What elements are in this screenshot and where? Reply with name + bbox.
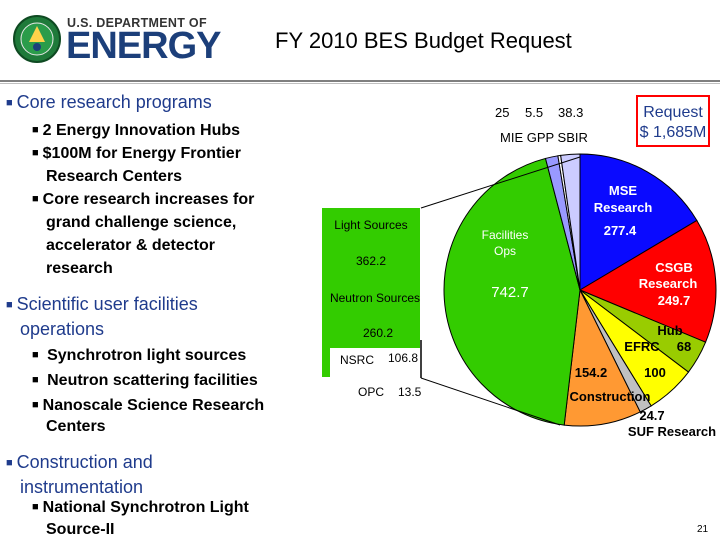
nsrc-name-label: NSRC — [340, 353, 374, 367]
header-divider-thin — [0, 83, 720, 84]
request-box — [636, 95, 710, 147]
sub-bullet: ■ Synchrotron light sources — [32, 347, 247, 364]
doe-logo: U.S. DEPARTMENT OF ENERGY — [12, 14, 221, 67]
light-sources-value-label: 362.2 — [356, 254, 386, 268]
csgb-value-label: 249.7 — [658, 293, 691, 308]
mse-name-label: MSE — [609, 183, 638, 198]
pie-slice-construction — [563, 288, 641, 427]
suf-value-label: 24.7 — [639, 408, 664, 423]
request-label: Request — [643, 104, 703, 121]
hub-value-label: 68 — [677, 339, 691, 354]
mse-value-label: 277.4 — [604, 223, 637, 238]
sub-bullet-cont: accelerator & detector — [46, 237, 215, 254]
bullet-square-icon: ■ — [6, 97, 13, 109]
mse-name-label: Research — [594, 200, 653, 215]
csgb-name-label: Research — [639, 276, 698, 291]
bullet-construction: ■ Construction and instrumentation — [6, 452, 153, 497]
sub-bullet: ■ Nanoscale Science Research — [32, 397, 265, 414]
sub-bullet-cont: Centers — [46, 418, 106, 435]
top-row-names-label: MIE GPP SBIR — [500, 130, 588, 145]
gpp-value-label: 5.5 — [525, 105, 543, 120]
page-number: 21 — [697, 524, 709, 535]
construction-name-label: Construction — [570, 389, 651, 404]
facilities-value-label: 742.7 — [491, 284, 529, 301]
neutron-sources-name-label: Neutron Sources — [330, 291, 420, 305]
pie-slice-sbir — [560, 153, 581, 291]
sbir-value-label: 38.3 — [558, 105, 583, 120]
hub-name-label: Hub — [657, 323, 682, 338]
sub-bullet: ■ National Synchrotron Light — [32, 499, 249, 516]
sub-bullet-list-facilities: ■ Synchrotron light sources ■ Neutron sc… — [32, 343, 264, 439]
page-title: FY 2010 BES Budget Request — [275, 28, 572, 53]
bullet-core-research: ■ Core research programs — [6, 92, 212, 112]
opc-value-label: 13.5 — [398, 385, 422, 399]
pie-slice-csgb-research — [578, 219, 717, 343]
sub-bullet: ■ 2 Energy Innovation Hubs — [32, 122, 241, 139]
connector-line — [420, 377, 561, 426]
sub-bullet-cont: Research Centers — [46, 168, 183, 185]
light-sources-name-label: Light Sources — [334, 218, 407, 232]
efrc-name-label: EFRC — [624, 339, 660, 354]
sub-bullet-cont: Source-II — [46, 521, 115, 538]
efrc-value-label: 100 — [644, 365, 666, 380]
suf-name-label: SUF Research — [628, 424, 716, 439]
sub-bullet-cont: research — [46, 260, 113, 277]
logo-top-text: U.S. DEPARTMENT OF — [67, 16, 207, 30]
header-divider — [0, 80, 720, 82]
sub-bullet: ■ $100M for Energy Frontier — [32, 145, 241, 162]
mie-value-label: 25 — [495, 105, 509, 120]
facilities-name-label: Facilities — [482, 228, 529, 242]
sub-bullet: ■ Core research increases for — [32, 191, 255, 208]
sub-bullet-list-core: ■ 2 Energy Innovation Hubs ■ $100M for Ene… — [32, 119, 254, 280]
request-total: $ 1,685M — [640, 124, 707, 141]
logo-main-text: ENERGY — [66, 25, 221, 67]
sub-bullet: ■ Neutron scattering facilities — [32, 372, 258, 389]
pie-slice-mse-research — [579, 153, 698, 291]
facilities-name-label: Ops — [494, 244, 516, 258]
nsrc-value-label: 106.8 — [388, 351, 418, 365]
neutron-sources-value-label: 260.2 — [363, 326, 393, 340]
csgb-name-label: CSGB — [655, 260, 693, 275]
sub-bullet-cont: grand challenge science, — [46, 214, 237, 231]
bullet-user-facilities: ■ Scientific user facilities operations — [6, 294, 198, 339]
nsrc-panel — [330, 348, 422, 378]
opc-name-label: OPC — [358, 385, 384, 399]
construction-value-label: 154.2 — [575, 365, 608, 380]
sub-bullet-list-construction: ■ National Synchrotron Light Source-II — [32, 496, 249, 541]
connector-line — [420, 156, 581, 209]
doe-seal-icon — [13, 15, 61, 63]
light-sources-block — [322, 208, 420, 284]
